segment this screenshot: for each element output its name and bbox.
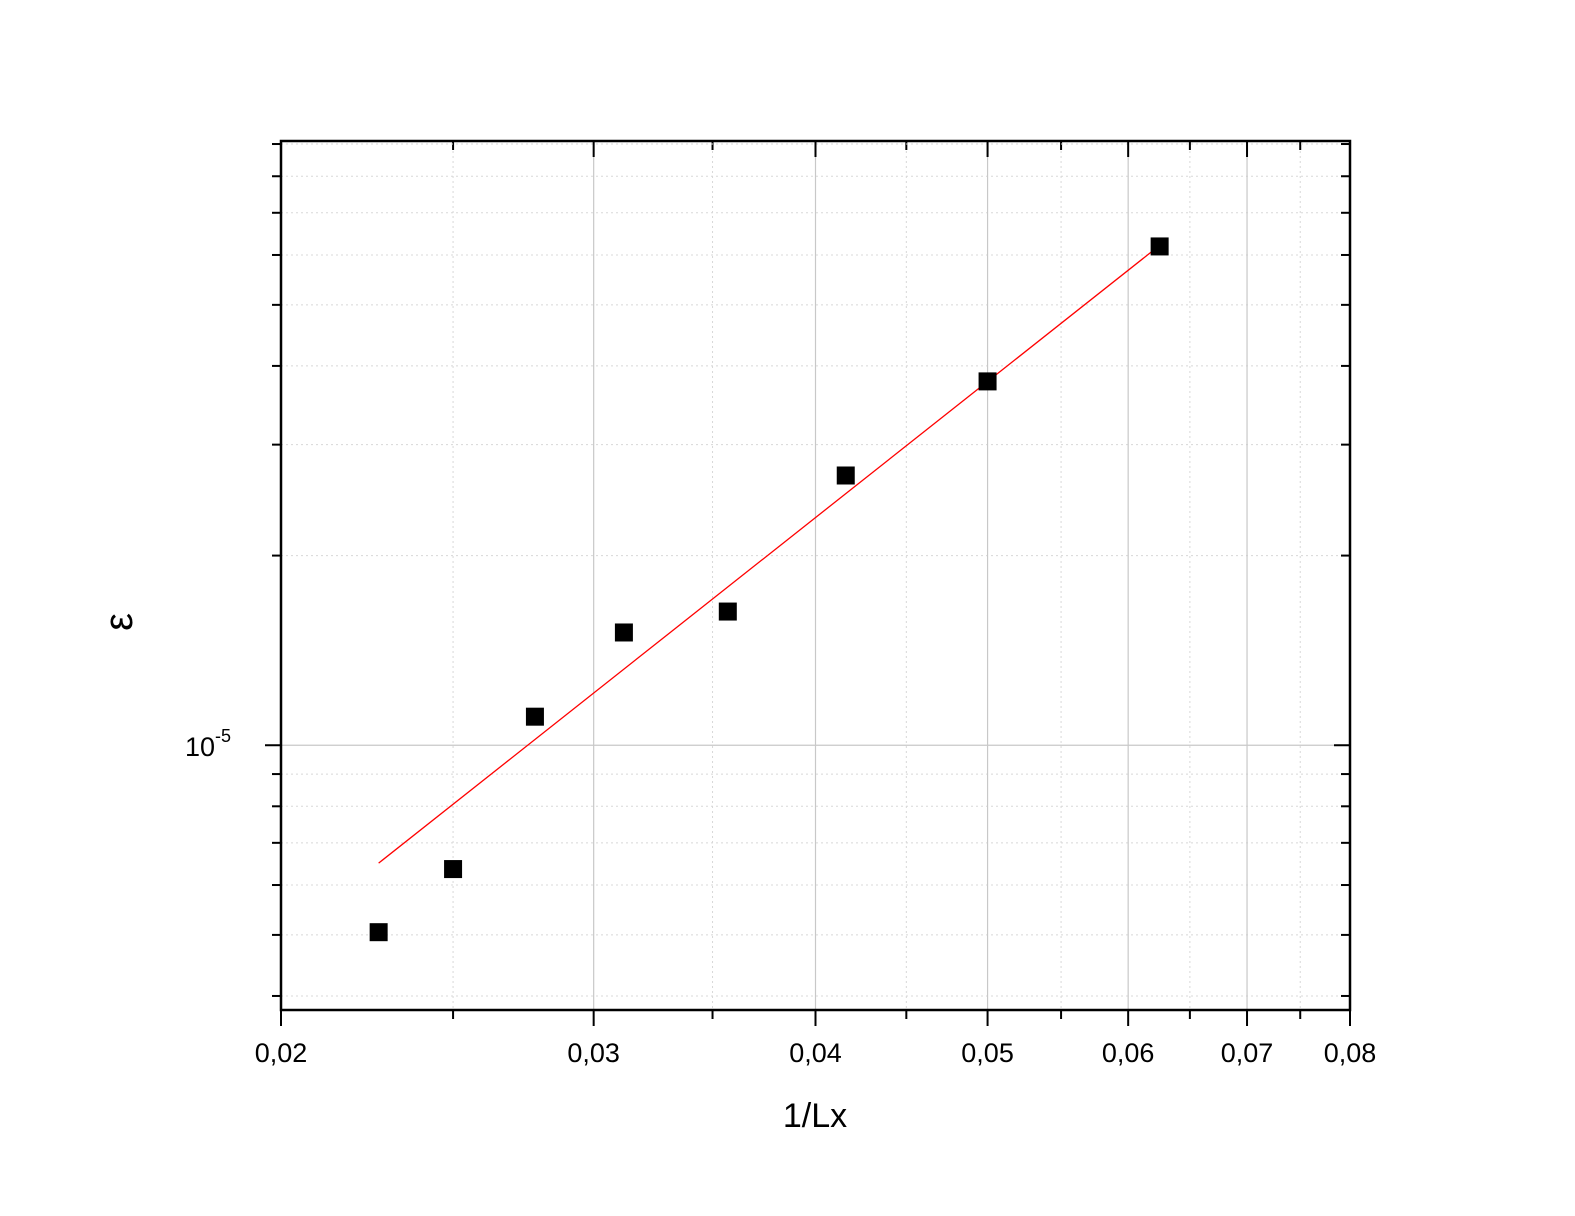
x-tick-label: 0,08 xyxy=(1324,1038,1377,1068)
x-tick-label: 0,06 xyxy=(1102,1038,1155,1068)
x-tick-label: 0,02 xyxy=(255,1038,308,1068)
data-point xyxy=(614,623,633,642)
x-tick-label: 0,03 xyxy=(567,1038,620,1068)
fit-line xyxy=(378,246,1158,864)
x-tick-label: 0,07 xyxy=(1221,1038,1274,1068)
data-point xyxy=(718,602,737,621)
x-axis-label: 1/Lx xyxy=(783,1097,847,1135)
y-axis-label: ε xyxy=(97,613,141,631)
plot-frame xyxy=(279,139,1352,1012)
data-point xyxy=(978,372,997,391)
data-point xyxy=(1150,237,1169,256)
x-tick-label: 0,05 xyxy=(961,1038,1014,1068)
data-point xyxy=(444,860,463,879)
data-point xyxy=(525,707,544,726)
data-point xyxy=(369,923,388,942)
y-tick-label: 10-5 xyxy=(185,726,231,762)
x-tick-label: 0,04 xyxy=(789,1038,842,1068)
y-tick-label-base: 10 xyxy=(185,732,215,762)
data-point xyxy=(836,466,855,485)
y-tick-label-exponent: -5 xyxy=(215,726,231,746)
